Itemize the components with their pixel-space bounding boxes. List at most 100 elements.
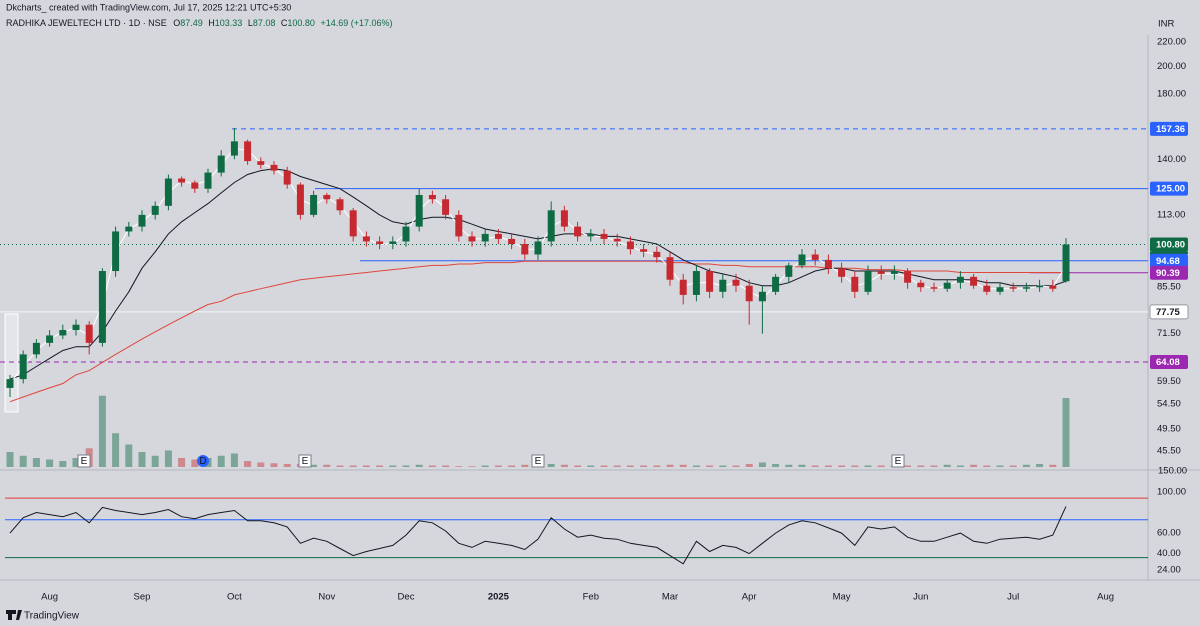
event-dot bbox=[197, 455, 209, 467]
event: E bbox=[535, 456, 542, 467]
volume-bar bbox=[217, 455, 225, 467]
candle-body bbox=[323, 194, 331, 200]
volume-bar bbox=[560, 464, 568, 467]
x-tick-label: Aug bbox=[1097, 592, 1114, 603]
candle-body bbox=[270, 164, 278, 171]
volume-bar bbox=[415, 464, 423, 467]
event-box bbox=[891, 454, 905, 468]
volume-bar bbox=[402, 465, 410, 467]
x-tick-label: Apr bbox=[742, 592, 757, 603]
candle-body bbox=[904, 271, 912, 283]
candle-body bbox=[310, 194, 318, 215]
volume-bar bbox=[323, 464, 331, 467]
candle-body bbox=[772, 276, 780, 292]
event-box bbox=[77, 454, 91, 468]
candle-body bbox=[508, 238, 516, 244]
price-badge bbox=[1150, 355, 1188, 370]
y-tick-label: 180.00 bbox=[1157, 89, 1186, 100]
candle-body bbox=[943, 282, 951, 289]
candle-body bbox=[574, 226, 582, 237]
candle-body bbox=[481, 233, 489, 242]
candle-body bbox=[732, 279, 740, 286]
volume-bar bbox=[838, 465, 846, 467]
x-tick-label: May bbox=[833, 592, 851, 603]
candle-body bbox=[204, 172, 212, 189]
y-tick-label: 49.50 bbox=[1157, 424, 1181, 435]
volume-bar bbox=[1036, 464, 1044, 467]
price-badge-label: 94.68 bbox=[1156, 256, 1180, 267]
volume-bar bbox=[1062, 398, 1070, 467]
price-badge-label: 125.00 bbox=[1156, 184, 1185, 195]
x-tick-label: Feb bbox=[583, 592, 599, 603]
candle-body bbox=[534, 241, 542, 255]
rsi-line bbox=[9, 506, 1067, 565]
candle-body bbox=[125, 226, 133, 232]
x-tick-label: Sep bbox=[134, 592, 151, 603]
volume-bar bbox=[917, 465, 925, 467]
volume-bar bbox=[587, 465, 595, 467]
ohlc-label: H bbox=[208, 18, 215, 28]
y-tick-label: 220.00 bbox=[1157, 36, 1186, 47]
price-badge-label: 64.08 bbox=[1156, 357, 1180, 368]
candle-body bbox=[151, 205, 159, 215]
y-tick-label: 140.00 bbox=[1157, 154, 1186, 165]
candle-body bbox=[415, 194, 423, 227]
volume-bar bbox=[877, 465, 885, 467]
candle-body bbox=[1062, 244, 1070, 282]
price-badge bbox=[1149, 304, 1189, 320]
x-tick-label: Oct bbox=[227, 592, 242, 603]
candle-body bbox=[19, 354, 27, 380]
volume-bar bbox=[6, 452, 14, 467]
event-box bbox=[531, 454, 545, 468]
volume-bar bbox=[785, 464, 793, 467]
candle-body bbox=[442, 199, 450, 215]
volume-bar bbox=[547, 464, 555, 467]
candle-body bbox=[798, 254, 806, 266]
volume-bar bbox=[310, 464, 318, 467]
y-tick-label: 54.50 bbox=[1157, 399, 1181, 410]
price-badge bbox=[1150, 253, 1188, 268]
volume-bar bbox=[59, 461, 67, 467]
price-badge-label: 100.80 bbox=[1156, 240, 1185, 251]
event-box bbox=[298, 454, 312, 468]
caption: Dkcharts_ created with TradingView.com, … bbox=[6, 2, 291, 12]
candle-body bbox=[824, 259, 832, 269]
candle-body bbox=[389, 241, 397, 244]
candle-body bbox=[296, 184, 304, 215]
volume-bar bbox=[389, 465, 397, 467]
ohlc-label: C bbox=[281, 18, 288, 28]
candle-body bbox=[930, 287, 938, 289]
volume-bar bbox=[521, 464, 529, 467]
x-tick-label: Dec bbox=[398, 592, 415, 603]
y-tick-label: 59.50 bbox=[1157, 376, 1181, 387]
candle-body bbox=[230, 141, 238, 156]
ohlc-value: 103.33 bbox=[215, 18, 243, 28]
candle-body bbox=[257, 161, 265, 165]
volume-bar bbox=[653, 465, 661, 467]
volume-bar bbox=[508, 465, 516, 467]
candle-body bbox=[362, 236, 370, 242]
volume-bar bbox=[772, 464, 780, 467]
candle-body bbox=[600, 233, 608, 239]
candle-body bbox=[283, 170, 291, 185]
price-badge-label: 90.39 bbox=[1156, 268, 1180, 279]
volume-bar bbox=[996, 465, 1004, 467]
price-badge bbox=[1150, 265, 1188, 280]
y-tick-label: 85.50 bbox=[1157, 282, 1181, 293]
candle-body bbox=[6, 379, 14, 388]
volume-bar bbox=[46, 459, 54, 467]
candle-body bbox=[85, 324, 93, 343]
candle-body bbox=[719, 279, 727, 292]
events: E D E E E bbox=[77, 454, 905, 468]
candle-body bbox=[706, 271, 714, 292]
volume-scale-label: 150.00 bbox=[1158, 466, 1187, 477]
volume-bar bbox=[970, 464, 978, 467]
volume-bar bbox=[956, 465, 964, 467]
volume-bar bbox=[613, 465, 621, 467]
volume-bar bbox=[983, 465, 991, 467]
candle-body bbox=[560, 210, 568, 227]
candle-body bbox=[864, 271, 872, 292]
x-tick-label: Mar bbox=[662, 592, 678, 603]
